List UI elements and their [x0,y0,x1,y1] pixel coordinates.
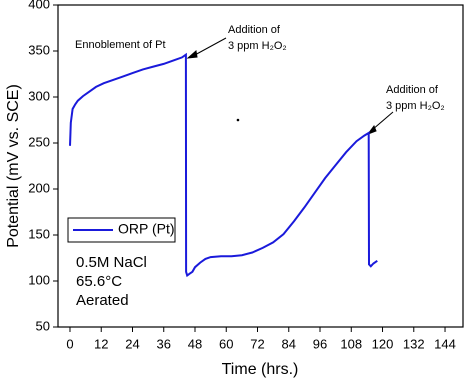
arrow-head [366,124,377,136]
data-line [69,52,378,278]
annotation: 3 ppm H₂O₂ [228,40,287,52]
y-tick-label: 150 [28,226,50,241]
plot-frame [57,4,464,328]
annotation: Addition of [228,24,281,36]
x-tick-label: 132 [403,336,425,351]
annotation: 3 ppm H₂O₂ [386,100,445,112]
x-tick-label: 36 [157,336,171,351]
annotation: Addition of [386,84,439,96]
y-tick-label: 200 [28,180,50,195]
y-tick-label: 50 [36,318,50,333]
x-tick-label: 0 [66,336,73,351]
legend-label: ORP (Pt) [118,221,175,237]
y-tick-label: 400 [28,0,50,11]
condition: Aerated [76,292,129,309]
x-tick-label: 108 [340,336,362,351]
x-tick-label: 84 [282,336,296,351]
y-tick-label: 350 [28,42,50,57]
x-tick-label: 48 [188,336,202,351]
y-tick-label: 300 [28,88,50,103]
x-tick-label: 120 [372,336,394,351]
x-tick-label: 24 [125,336,139,351]
data-point [236,118,240,122]
y-axis-label: Potential (mV vs. SCE) [5,84,22,248]
arrow [192,37,227,57]
x-tick-label: 96 [313,336,327,351]
x-tick-label: 72 [250,336,264,351]
x-axis-label: Time (hrs.) [222,361,299,378]
arrow [371,111,394,131]
arrow-head [186,50,198,59]
y-tick-label: 250 [28,134,50,149]
y-tick-label: 100 [28,272,50,287]
x-tick-label: 12 [94,336,108,351]
condition: 65.6°C [76,273,122,290]
condition: 0.5M NaCl [76,254,147,271]
x-tick-label: 144 [434,336,456,351]
arrows [186,37,394,136]
annotation: Ennoblement of Pt [75,39,166,51]
x-tick-label: 60 [219,336,233,351]
